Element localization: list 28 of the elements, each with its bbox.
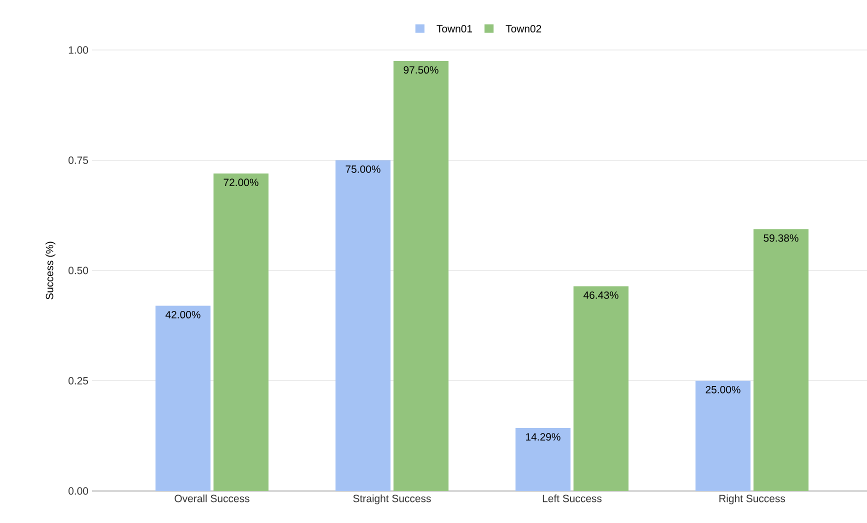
x-tick-label: Overall Success — [174, 494, 250, 502]
y-tick-label: 0.00 — [68, 487, 88, 495]
bar — [394, 61, 449, 491]
data-label: 25.00% — [706, 386, 740, 394]
legend-label: Town02 — [506, 25, 542, 32]
data-label: 42.00% — [165, 310, 200, 318]
y-tick-label: 1.00 — [68, 46, 88, 54]
y-axis-title: Success (%) — [46, 242, 56, 300]
x-tick-label: Left Success — [542, 494, 602, 502]
bar — [156, 306, 211, 491]
bar — [574, 286, 629, 491]
bar — [214, 173, 269, 491]
data-label: 14.29% — [526, 433, 560, 441]
bar — [516, 428, 571, 491]
data-label: 46.43% — [584, 291, 618, 299]
data-label: 75.00% — [346, 165, 380, 173]
x-tick-label: Straight Success — [353, 494, 431, 504]
y-tick-label: 0.75 — [68, 156, 88, 164]
bar — [754, 229, 809, 491]
y-tick-label: 0.50 — [68, 266, 88, 274]
legend-label: Town01 — [436, 25, 472, 32]
data-label: 72.00% — [224, 178, 258, 186]
data-label: 59.38% — [764, 234, 798, 242]
bar — [336, 160, 391, 491]
x-tick-label: Right Success — [719, 494, 786, 504]
data-label: 97.50% — [404, 66, 438, 74]
y-tick-label: 0.25 — [68, 377, 88, 384]
bar — [696, 380, 751, 491]
